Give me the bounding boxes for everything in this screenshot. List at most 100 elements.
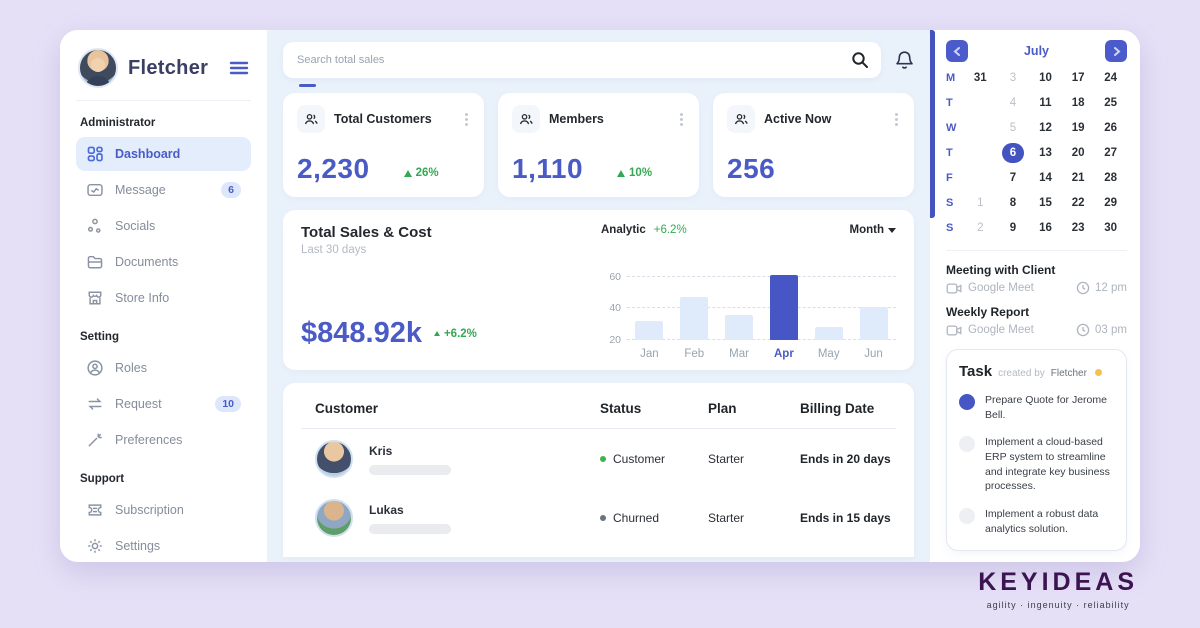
calendar-day-24[interactable]: 24 [1094, 68, 1127, 88]
section-label: Support [80, 473, 247, 485]
calendar-day-7[interactable]: 7 [997, 168, 1030, 188]
sidebar-item-dashboard[interactable]: Dashboard [76, 137, 251, 171]
grid-icon [86, 145, 104, 163]
calendar-day-27[interactable]: 27 [1094, 143, 1127, 163]
calendar-day-13[interactable]: 13 [1029, 143, 1062, 163]
sidebar-item-request[interactable]: Request10 [76, 387, 251, 421]
calendar-day-21[interactable]: 21 [1062, 168, 1095, 188]
gear-icon [86, 537, 104, 555]
table-row[interactable]: Kris Customer Starter Ends in 20 days [301, 429, 896, 488]
user-name: Fletcher [128, 57, 219, 80]
task-radio[interactable] [959, 508, 975, 524]
notification-bell-icon[interactable] [895, 50, 914, 70]
calendar-day-17[interactable]: 17 [1062, 68, 1095, 88]
sidebar-item-subscription[interactable]: Subscription [76, 493, 251, 527]
calendar-day-20[interactable]: 20 [1062, 143, 1095, 163]
stat-card-total-customers: Total Customers 2,230 26% [283, 93, 484, 197]
calendar-day-1[interactable]: 1 [964, 193, 997, 213]
search-input[interactable] [297, 54, 851, 66]
chart-plot-area: JanFebMarAprMayJun [627, 244, 896, 356]
menu-icon[interactable] [229, 60, 249, 76]
sidebar-item-roles[interactable]: Roles [76, 351, 251, 385]
calendar-day-4[interactable]: 4 [997, 93, 1030, 113]
clock-icon [1076, 281, 1090, 295]
dashboard-window: Fletcher AdministratorDashboardMessage6S… [60, 30, 1140, 562]
calendar-day-2[interactable]: 2 [964, 218, 997, 238]
wand-icon [86, 431, 104, 449]
weekday-label: T [946, 97, 964, 109]
calendar-day-23[interactable]: 23 [1062, 218, 1095, 238]
calendar-day-9[interactable]: 9 [997, 218, 1030, 238]
task-radio[interactable] [959, 394, 975, 410]
calendar-prev-button[interactable] [946, 40, 968, 62]
meeting-time: 12 pm [1095, 282, 1127, 294]
calendar-day-22[interactable]: 22 [1062, 193, 1095, 213]
search-icon[interactable] [851, 51, 869, 69]
calendar-day-3[interactable]: 3 [997, 68, 1030, 88]
clock-icon [1076, 323, 1090, 337]
more-options-icon[interactable] [463, 111, 470, 128]
sales-total-value: $848.92k [301, 317, 422, 350]
stat-card-active-now: Active Now 256 [713, 93, 914, 197]
calendar-day-31[interactable]: 31 [964, 68, 997, 88]
calendar-day-empty [964, 168, 997, 188]
chevron-down-icon [888, 228, 896, 233]
sidebar-item-preferences[interactable]: Preferences [76, 423, 251, 457]
sidebar-item-message[interactable]: Message6 [76, 173, 251, 207]
billing-cell: Ends in 15 days [800, 511, 896, 525]
calendar-day-14[interactable]: 14 [1029, 168, 1062, 188]
calendar-next-button[interactable] [1105, 40, 1127, 62]
status-dot [600, 456, 606, 462]
keyideas-logo: KEYIDEAS agility · ingenuity · reliabili… [978, 568, 1138, 610]
meetings-list: Meeting with Client Google Meet 12 pm We… [946, 263, 1127, 337]
calendar-day-18[interactable]: 18 [1062, 93, 1095, 113]
more-options-icon[interactable] [893, 111, 900, 128]
bar-feb [680, 297, 708, 340]
sidebar-item-settings[interactable]: Settings [76, 529, 251, 562]
sidebar-item-store-info[interactable]: Store Info [76, 281, 251, 315]
task-radio[interactable] [959, 436, 975, 452]
calendar-day-8[interactable]: 8 [997, 193, 1030, 213]
calendar-day-11[interactable]: 11 [1029, 93, 1062, 113]
sidebar-nav: AdministratorDashboardMessage6SocialsDoc… [76, 117, 251, 562]
meeting-time: 03 pm [1095, 324, 1127, 336]
calendar-day-10[interactable]: 10 [1029, 68, 1062, 88]
calendar-day-29[interactable]: 29 [1094, 193, 1127, 213]
people-icon [512, 105, 540, 133]
calendar-day-25[interactable]: 25 [1094, 93, 1127, 113]
meeting-item[interactable]: Meeting with Client Google Meet 12 pm [946, 263, 1127, 295]
search-bar [283, 42, 881, 78]
calendar-day-15[interactable]: 15 [1029, 193, 1062, 213]
task-item: Implement a robust data analytics soluti… [959, 507, 1114, 536]
meeting-item[interactable]: Weekly Report Google Meet 03 pm [946, 305, 1127, 337]
calendar-day-16[interactable]: 16 [1029, 218, 1062, 238]
calendar-day-28[interactable]: 28 [1094, 168, 1127, 188]
video-camera-icon [946, 282, 962, 295]
calendar-day-19[interactable]: 19 [1062, 118, 1095, 138]
x-tick-label: Jun [860, 348, 888, 360]
stat-value: 2,230 [297, 153, 370, 185]
mail-icon [86, 181, 104, 199]
bar-may [815, 327, 843, 340]
more-options-icon[interactable] [678, 111, 685, 128]
sidebar-item-documents[interactable]: Documents [76, 245, 251, 279]
customer-avatar [315, 499, 353, 537]
user-avatar[interactable] [78, 48, 118, 88]
calendar-day-30[interactable]: 30 [1094, 218, 1127, 238]
sidebar-item-socials[interactable]: Socials [76, 209, 251, 243]
calendar-day-26[interactable]: 26 [1094, 118, 1127, 138]
sidebar-item-label: Settings [115, 539, 241, 553]
main-content: Total Customers 2,230 26% Members 1,110 … [267, 30, 930, 562]
period-dropdown[interactable]: Month [850, 224, 896, 236]
task-card: Task created by Fletcher Prepare Quote f… [946, 349, 1127, 551]
sidebar-item-label: Documents [115, 255, 241, 269]
column-header-billing-date: Billing Date [800, 401, 896, 416]
calendar-day-12[interactable]: 12 [1029, 118, 1062, 138]
calendar-day-5[interactable]: 5 [997, 118, 1030, 138]
weekday-label: W [946, 122, 964, 134]
analytic-delta: +6.2% [654, 224, 687, 236]
calendar-day-6[interactable]: 6 [1002, 143, 1024, 163]
table-row[interactable]: Lukas Churned Starter Ends in 15 days [301, 488, 896, 547]
bar-mar [725, 315, 753, 340]
task-created-label: created by [998, 368, 1045, 379]
